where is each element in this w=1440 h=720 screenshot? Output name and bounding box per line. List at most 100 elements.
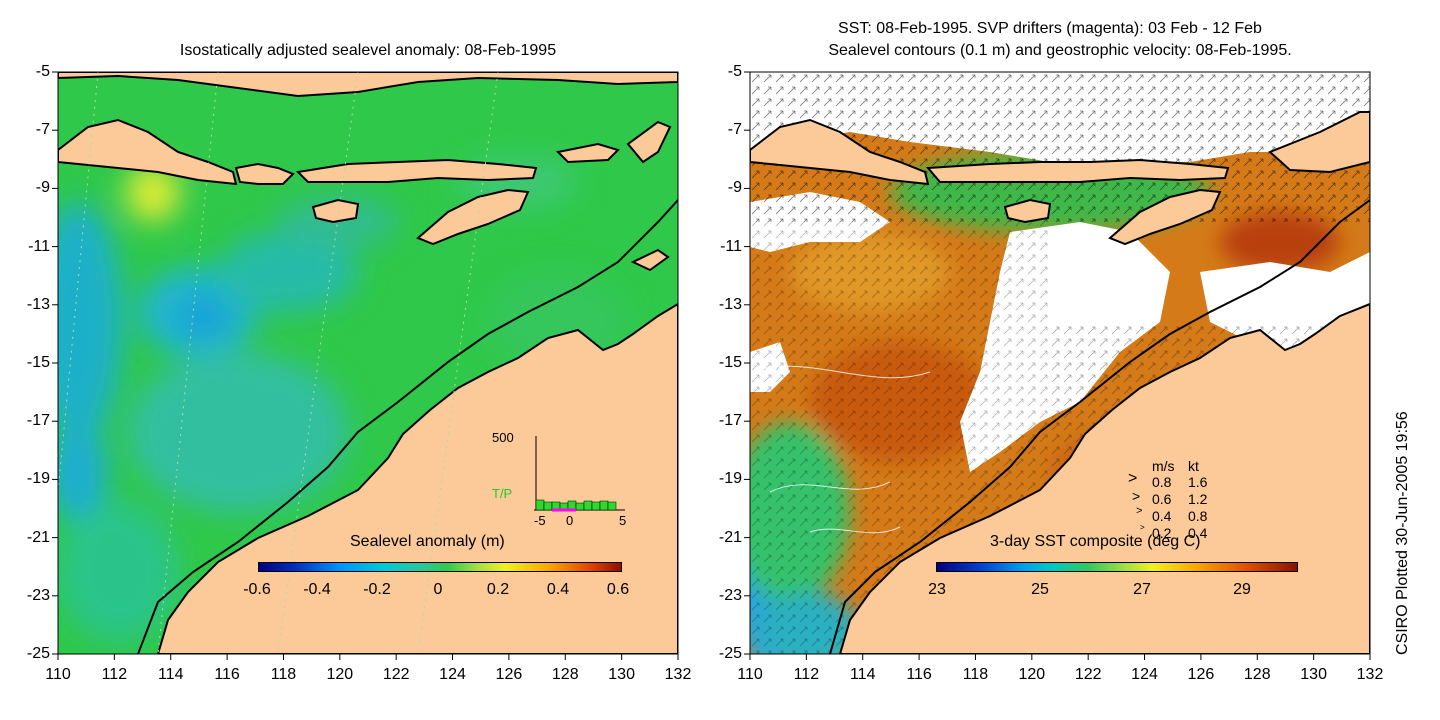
right-lon-tick-label: 126: [1187, 666, 1215, 683]
north-coast-right: [1268, 111, 1370, 174]
tp-inset-plot: [534, 436, 625, 512]
right-map-frame: [749, 71, 1371, 655]
left-lon-tick-label: 126: [495, 666, 523, 683]
right-lon-tick-label: 110: [737, 666, 763, 683]
right-lat-tick-label: -25: [718, 645, 742, 662]
left-lon-tick-label: 128: [551, 666, 579, 683]
left-lat-tick-label: -25: [26, 645, 50, 662]
left-lon-tick-label: 130: [608, 666, 635, 683]
left-lon-tick-label: 132: [664, 666, 692, 683]
right-lat-tick-label: -15: [718, 354, 742, 371]
sumba-right: [1003, 198, 1052, 224]
right-lat-tick-label: -19: [718, 470, 742, 488]
left-lat-tick-label: -17: [26, 412, 50, 430]
right-lat-tick-label: -7: [727, 121, 742, 139]
right-lon-tick-label: 130: [1300, 666, 1327, 683]
left-lat-tick-label: -15: [26, 354, 50, 371]
left-colorbar-label: Sealevel anomaly (m): [350, 533, 505, 550]
inset-xtick-1: -5: [534, 513, 546, 528]
right-lon-tick-label: 120: [1018, 666, 1046, 683]
velocity-key-kt-header: kt: [1188, 458, 1199, 474]
right-lat-tick-label: -9: [727, 179, 742, 197]
right-cb-tick-1: 23: [928, 581, 946, 598]
right-lon-tick-label: 128: [1243, 666, 1271, 683]
velocity-key-ms-4: 0.2: [1152, 525, 1172, 541]
velocity-key-arrow-3: >: [1136, 505, 1143, 517]
right-cb-tick-4: 29: [1233, 581, 1251, 598]
left-cb-tick-7: 0.6: [606, 581, 630, 598]
sumba: [311, 198, 360, 224]
velocity-key-arrow-4: >: [1140, 523, 1145, 532]
velocity-key-ms-1: 0.8: [1152, 474, 1172, 490]
left-lon-tick-label: 122: [382, 666, 410, 683]
left-lon-tick-label: 114: [157, 666, 184, 683]
velocity-key-kt-4: 0.4: [1188, 525, 1208, 541]
velocity-key-ms-header: m/s: [1152, 458, 1175, 474]
inset-xtick-3: 5: [619, 513, 627, 528]
right-lon-tick-label: 124: [1131, 666, 1158, 683]
left-cb-tick-1: -0.6: [243, 581, 271, 598]
inset-series-label: T/P: [492, 486, 513, 501]
right-lon-tick-label: 132: [1356, 666, 1384, 683]
left-cb-tick-6: 0.4: [546, 581, 570, 598]
right-lat-tick-label: -11: [720, 237, 742, 255]
right-panel-title-line2: Sealevel contours (0.1 m) and geostrophi…: [828, 42, 1292, 59]
right-lat-tick-label: -17: [718, 412, 742, 430]
velocity-key-kt-1: 1.6: [1188, 474, 1208, 490]
left-lon-tick-label: 116: [214, 666, 240, 683]
left-cb-tick-2: -0.4: [303, 581, 331, 598]
left-lat-tick-label: -13: [26, 295, 50, 313]
velocity-key-ms-2: 0.6: [1152, 491, 1172, 507]
left-colorbar: [258, 562, 622, 572]
left-lon-tick-label: 120: [326, 666, 354, 683]
left-lon-tick-label: 124: [439, 666, 466, 683]
velocity-key-ms-3: 0.4: [1152, 508, 1172, 524]
java-island-right: [750, 118, 930, 186]
velocity-key-kt-2: 1.2: [1188, 491, 1208, 507]
right-lon-tick-label: 118: [962, 666, 989, 683]
timor-right: [1108, 188, 1222, 246]
velocity-key-kt-3: 0.8: [1188, 508, 1208, 524]
left-cb-tick-4: 0: [433, 581, 443, 598]
right-lon-tick-label: 112: [793, 666, 820, 683]
plot-credit: CSIRO Plotted 30-Jun-2005 19:56: [1394, 411, 1411, 655]
sealevel-contours-white: [750, 365, 931, 534]
anomaly-patches: [58, 157, 628, 642]
left-lat-tick-label: -7: [35, 121, 50, 139]
shelf-contour: [137, 199, 678, 654]
left-cb-tick-5: 0.2: [486, 581, 510, 598]
right-lat-tick-label: -23: [718, 586, 742, 604]
inset-xtick-2: 0: [566, 513, 574, 528]
timor: [416, 188, 530, 246]
right-lat-tick-label: -13: [718, 295, 742, 313]
right-cb-tick-3: 27: [1133, 581, 1151, 598]
java-island: [58, 118, 238, 186]
left-lat-tick-label: -19: [26, 470, 50, 488]
left-map-frame: [57, 71, 679, 655]
sumbawa-flores-right: [925, 158, 1230, 183]
left-lat-tick-label: -23: [26, 586, 50, 604]
left-lon-tick-label: 110: [45, 666, 71, 683]
left-lat-tick-label: -5: [35, 63, 50, 80]
right-lon-tick-label: 114: [849, 666, 876, 683]
right-colorbar: [936, 562, 1298, 572]
sumbawa-flores: [295, 158, 538, 183]
north-coast: [58, 72, 678, 98]
left-panel-title: Isostatically adjusted sealevel anomaly:…: [179, 42, 557, 59]
velocity-key-arrow-2: >: [1132, 488, 1141, 504]
right-cb-tick-2: 25: [1031, 581, 1049, 598]
right-lon-tick-label: 122: [1074, 666, 1102, 683]
left-lon-tick-label: 112: [101, 666, 128, 683]
satellite-tracks: [58, 72, 499, 654]
left-lat-tick-label: -9: [35, 179, 50, 197]
right-lon-tick-label: 116: [906, 666, 932, 683]
small-islands-east: [555, 120, 672, 272]
right-lat-tick-label: -21: [718, 528, 742, 546]
right-colorbar-label: 3-day SST composite (deg C): [990, 533, 1201, 550]
right-panel-title-line1: SST: 08-Feb-1995. SVP drifters (magenta)…: [838, 20, 1262, 37]
left-lon-tick-label: 118: [270, 666, 297, 683]
left-cb-tick-3: -0.2: [363, 581, 391, 598]
velocity-key-arrow-1: >: [1128, 470, 1138, 487]
inset-top-label: 500: [492, 430, 514, 445]
